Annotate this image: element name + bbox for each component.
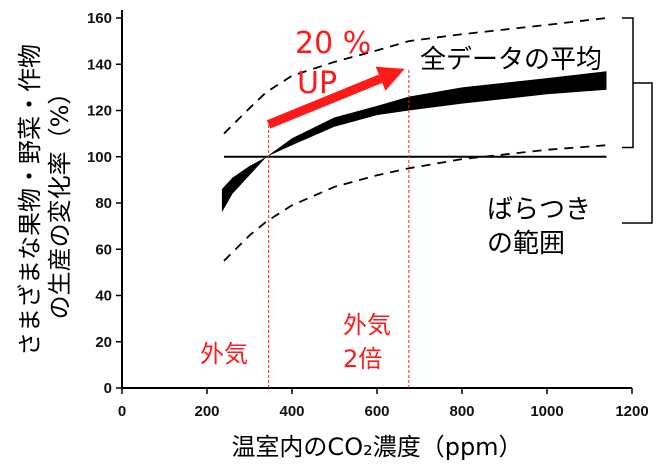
x-tick-label: 0	[118, 403, 126, 420]
arrow-label-line1: 20 %	[295, 26, 371, 61]
y-axis-label-line2: の生産の変化率（%）	[46, 81, 74, 320]
x-axis-label: 温室内のCO₂濃度（ppm）	[231, 433, 522, 461]
x-tick-label: 1200	[615, 403, 648, 420]
x-tick-label: 800	[449, 403, 474, 420]
ref-label-double-line2: 2倍	[343, 345, 382, 373]
mean-label: 全データの平均	[420, 45, 602, 75]
ref-label-ambient: 外気	[200, 340, 248, 368]
y-tick-label: 20	[95, 334, 112, 351]
range-label-line2: の範囲	[487, 229, 565, 259]
x-tick-label: 200	[194, 403, 219, 420]
upper-range-line	[223, 17, 607, 135]
y-tick-label: 100	[87, 149, 112, 166]
y-tick-label: 80	[95, 195, 112, 212]
ref-label-double-line1: 外気	[343, 311, 391, 339]
y-tick-label: 0	[104, 380, 112, 397]
range-bracket-upper	[622, 17, 634, 149]
y-tick-label: 60	[95, 241, 112, 258]
range-bracket-outer	[622, 82, 653, 224]
mean-band	[221, 71, 607, 213]
arrow-shaft	[266, 74, 383, 129]
y-tick-label: 160	[87, 10, 112, 27]
x-tick-label: 600	[364, 403, 389, 420]
x-tick-label: 1000	[530, 403, 563, 420]
y-tick-label: 40	[95, 288, 112, 305]
y-axis-label-line1: さまざまな果物・野菜・作物	[16, 44, 44, 356]
arrow-head	[375, 66, 405, 91]
y-tick-label: 140	[87, 56, 112, 73]
range-label-line1: ばらつき	[487, 195, 591, 225]
arrow-label-line2: UP	[297, 66, 337, 101]
lower-range-line	[223, 144, 607, 262]
y-tick-label: 120	[87, 103, 112, 120]
x-tick-label: 400	[279, 403, 304, 420]
